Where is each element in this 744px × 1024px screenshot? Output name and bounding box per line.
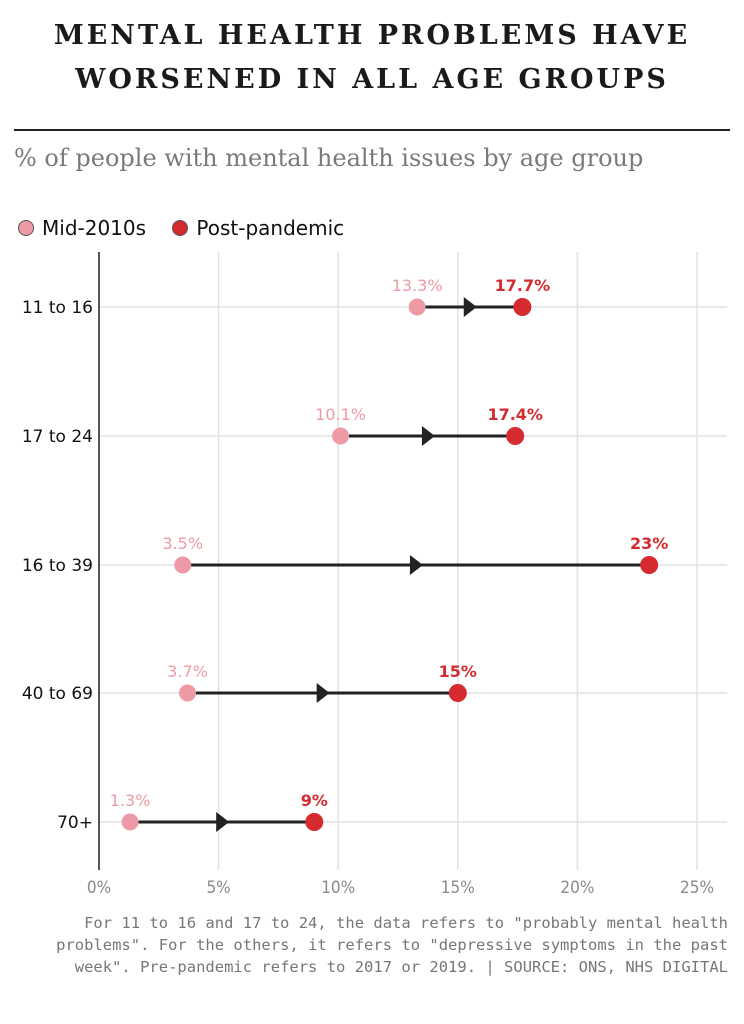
mid-2010s-value-label: 10.1% (315, 405, 366, 424)
direction-arrow (409, 555, 423, 575)
category-label: 17 to 24 (22, 427, 93, 447)
mid-2010s-point (121, 813, 139, 831)
x-tick-label: 0% (87, 878, 111, 898)
direction-arrow (421, 426, 435, 446)
legend: Mid-2010s Post-pandemic (18, 216, 364, 241)
post-pandemic-value-label: 15% (439, 662, 477, 681)
footnote: For 11 to 16 and 17 to 24, the data refe… (56, 914, 728, 976)
x-tick-label: 5% (206, 878, 230, 898)
mid-2010s-value-label: 3.5% (162, 534, 203, 553)
legend-item-mid: Mid-2010s (18, 216, 146, 240)
x-tick-label: 15% (441, 878, 475, 898)
legend-item-post: Post-pandemic (172, 216, 344, 240)
x-tick-label: 10% (321, 878, 355, 898)
post-pandemic-point (448, 684, 467, 702)
x-tick-label: 20% (560, 878, 594, 898)
title-divider (14, 129, 730, 131)
post-pandemic-value-label: 23% (630, 534, 668, 553)
x-tick-label: 25% (680, 878, 714, 898)
mid-2010s-point (174, 556, 192, 574)
post-pandemic-value-label: 9% (301, 791, 328, 810)
direction-arrow (316, 683, 330, 703)
legend-swatch-mid (18, 220, 34, 236)
category-label: 11 to 16 (22, 298, 93, 318)
category-label: 16 to 39 (22, 556, 93, 576)
direction-arrow (463, 297, 477, 317)
mid-2010s-point (179, 684, 197, 702)
mid-2010s-point (408, 298, 426, 316)
post-pandemic-value-label: 17.7% (495, 276, 551, 295)
mid-2010s-value-label: 1.3% (110, 791, 151, 810)
mid-2010s-point (332, 427, 350, 445)
title-line-1: MENTAL HEALTH PROBLEMS HAVE (53, 20, 691, 51)
direction-arrow (216, 812, 230, 832)
mid-2010s-value-label: 3.7% (167, 662, 208, 681)
chart-subtitle: % of people with mental health issues by… (14, 144, 644, 172)
legend-label-mid: Mid-2010s (42, 216, 147, 240)
legend-swatch-post (172, 220, 189, 236)
chart-title: MENTAL HEALTH PROBLEMS HAVE WORSENED IN … (0, 14, 744, 102)
post-pandemic-value-label: 17.4% (487, 405, 543, 424)
post-pandemic-point (640, 556, 659, 574)
category-label: 40 to 69 (22, 684, 93, 704)
legend-label-post: Post-pandemic (196, 216, 345, 240)
post-pandemic-point (506, 427, 525, 445)
post-pandemic-point (513, 298, 532, 316)
post-pandemic-point (305, 813, 324, 831)
category-label: 70+ (57, 813, 93, 833)
mid-2010s-value-label: 13.3% (392, 276, 443, 295)
title-line-2: WORSENED IN ALL AGE GROUPS (75, 64, 669, 95)
